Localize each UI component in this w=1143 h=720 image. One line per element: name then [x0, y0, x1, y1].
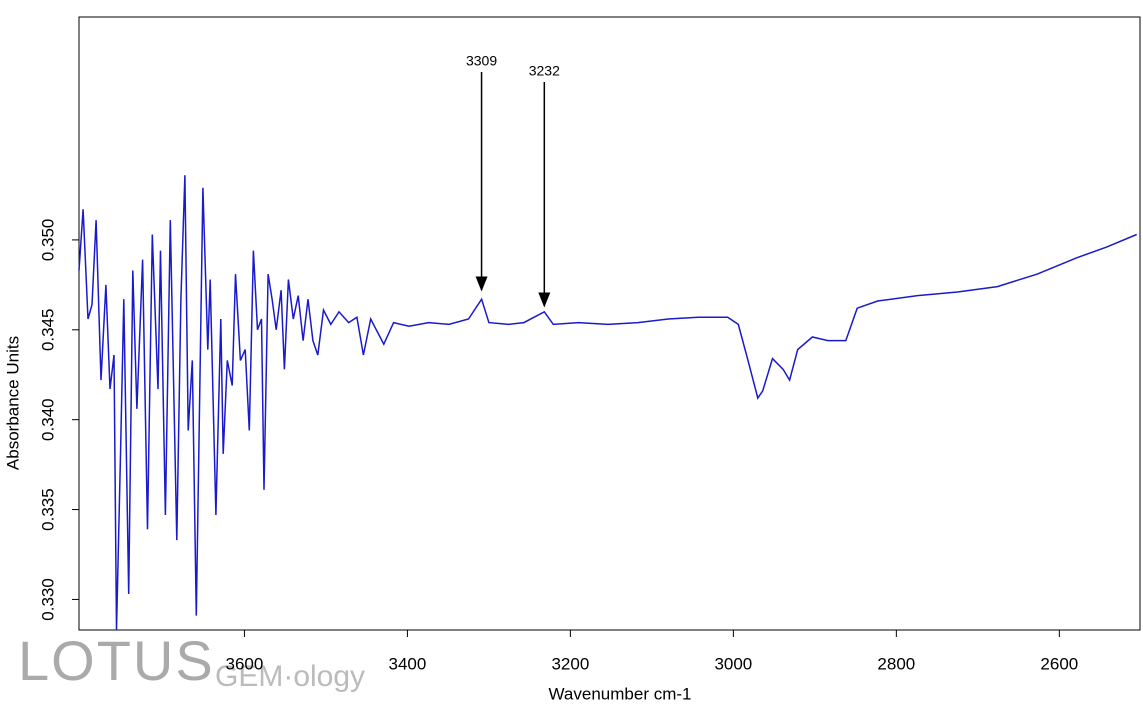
annotation-label: 3309	[466, 53, 497, 69]
x-tick-label: 3400	[388, 654, 426, 673]
x-tick-label: 3600	[226, 654, 264, 673]
x-tick-label: 2800	[877, 654, 915, 673]
annotation-label: 3232	[529, 63, 560, 79]
y-tick-label: 0.335	[38, 488, 57, 531]
y-tick-label: 0.345	[38, 309, 57, 352]
watermark-text: GEM·ology	[215, 660, 365, 693]
y-axis-label: Absorbance Units	[3, 336, 22, 470]
spectrum-line	[78, 175, 1137, 631]
y-tick-label: 0.350	[38, 219, 57, 262]
plot-frame	[78, 16, 1141, 631]
x-axis-label: Wavenumber cm-1	[549, 684, 692, 703]
x-tick-label: 3200	[551, 654, 589, 673]
y-tick-label: 0.340	[38, 398, 57, 441]
x-tick-label: 2600	[1040, 654, 1078, 673]
x-tick-label: 3000	[714, 654, 752, 673]
y-tick-label: 0.330	[38, 578, 57, 621]
watermark-logo: LOTUS	[18, 629, 215, 692]
